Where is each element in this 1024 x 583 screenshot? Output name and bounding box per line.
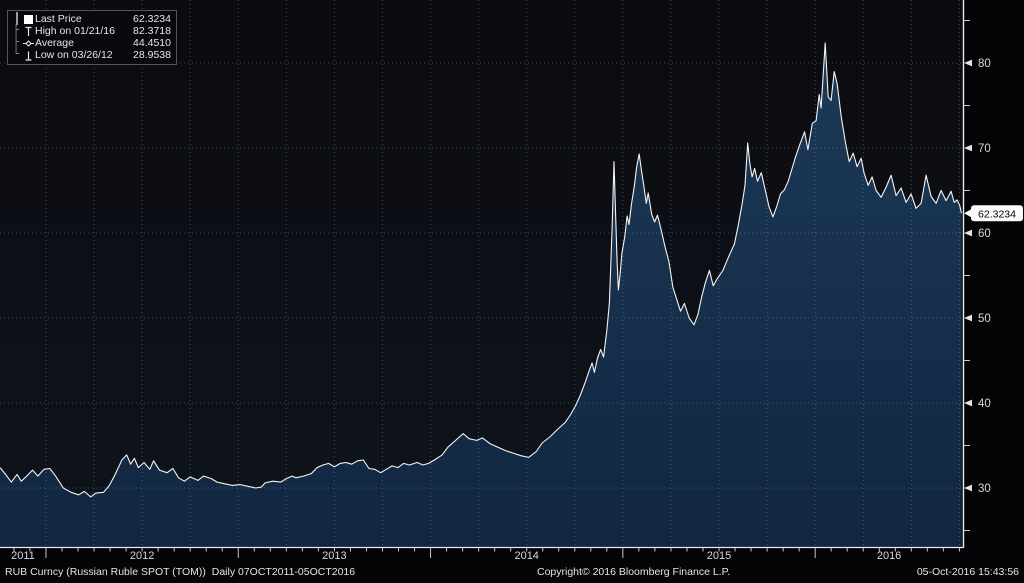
legend-label: Average — [35, 37, 74, 49]
legend-label: Low on 03/26/12 — [35, 49, 113, 61]
high-marker-icon — [21, 26, 35, 37]
last-price-tag-value: 62.3234 — [978, 208, 1016, 220]
legend-value: 28.9538 — [133, 49, 171, 61]
year-label: 2011 — [11, 550, 35, 562]
average-marker-icon — [21, 38, 35, 49]
low-marker-icon — [21, 50, 35, 61]
price-chart[interactable]: 2011 2012 2013 2014 2015 2016 30 40 50 60 70 80 62.3… — [0, 0, 1024, 562]
tree-branch-icon: └ — [12, 49, 20, 60]
legend-value: 82.3718 — [133, 25, 171, 37]
y-tick-label: 40 — [978, 398, 991, 410]
copyright-text: Copyright© 2016 Bloomberg Finance L.P. — [537, 566, 731, 578]
y-tick-label: 80 — [978, 58, 991, 70]
y-tick-label: 30 — [978, 483, 991, 495]
y-axis-ticks: 30 40 50 60 70 80 — [964, 20, 991, 531]
legend-value: 44.4510 — [133, 37, 171, 49]
price-area-fill — [0, 42, 962, 548]
x-axis-ticks — [13, 548, 960, 558]
legend-row-low[interactable]: └ Low on 03/26/12 28.9538 — [11, 49, 171, 61]
last-price-swatch-icon — [21, 14, 35, 25]
tree-branch-icon: ├ — [12, 25, 20, 36]
status-bar: RUB Curncy (Russian Ruble SPOT (TOM)) Da… — [0, 562, 1024, 583]
legend-value: 62.3234 — [133, 13, 171, 25]
tree-branch-icon: ├ — [12, 37, 20, 48]
legend-row-average[interactable]: ├ Average 44.4510 — [11, 37, 171, 49]
year-label: 2012 — [130, 550, 154, 562]
y-tick-label: 70 — [978, 143, 991, 155]
chart-legend: Last Price 62.3234 ├ High on 01/21/16 82… — [7, 10, 177, 65]
y-tick-label: 60 — [978, 228, 991, 240]
tree-expander-icon — [15, 12, 18, 25]
price-line — [0, 42, 963, 498]
last-price-tag: 62.3234 — [964, 205, 1023, 222]
timestamp: 05-Oct-2016 15:43:56 — [916, 566, 1019, 578]
year-label: 2016 — [877, 550, 901, 562]
legend-label: High on 01/21/16 — [35, 25, 115, 37]
year-label: 2015 — [707, 550, 731, 562]
x-axis-labels: 2011 2012 2013 2014 2015 2016 — [11, 550, 901, 562]
legend-row-high[interactable]: ├ High on 01/21/16 82.3718 — [11, 25, 171, 37]
legend-row-last-price[interactable]: Last Price 62.3234 — [11, 12, 171, 25]
security-description: RUB Curncy (Russian Ruble SPOT (TOM)) Da… — [5, 566, 356, 578]
y-tick-label: 50 — [978, 313, 991, 325]
year-label: 2014 — [514, 550, 538, 562]
year-label: 2013 — [322, 550, 346, 562]
legend-label: Last Price — [35, 13, 82, 25]
